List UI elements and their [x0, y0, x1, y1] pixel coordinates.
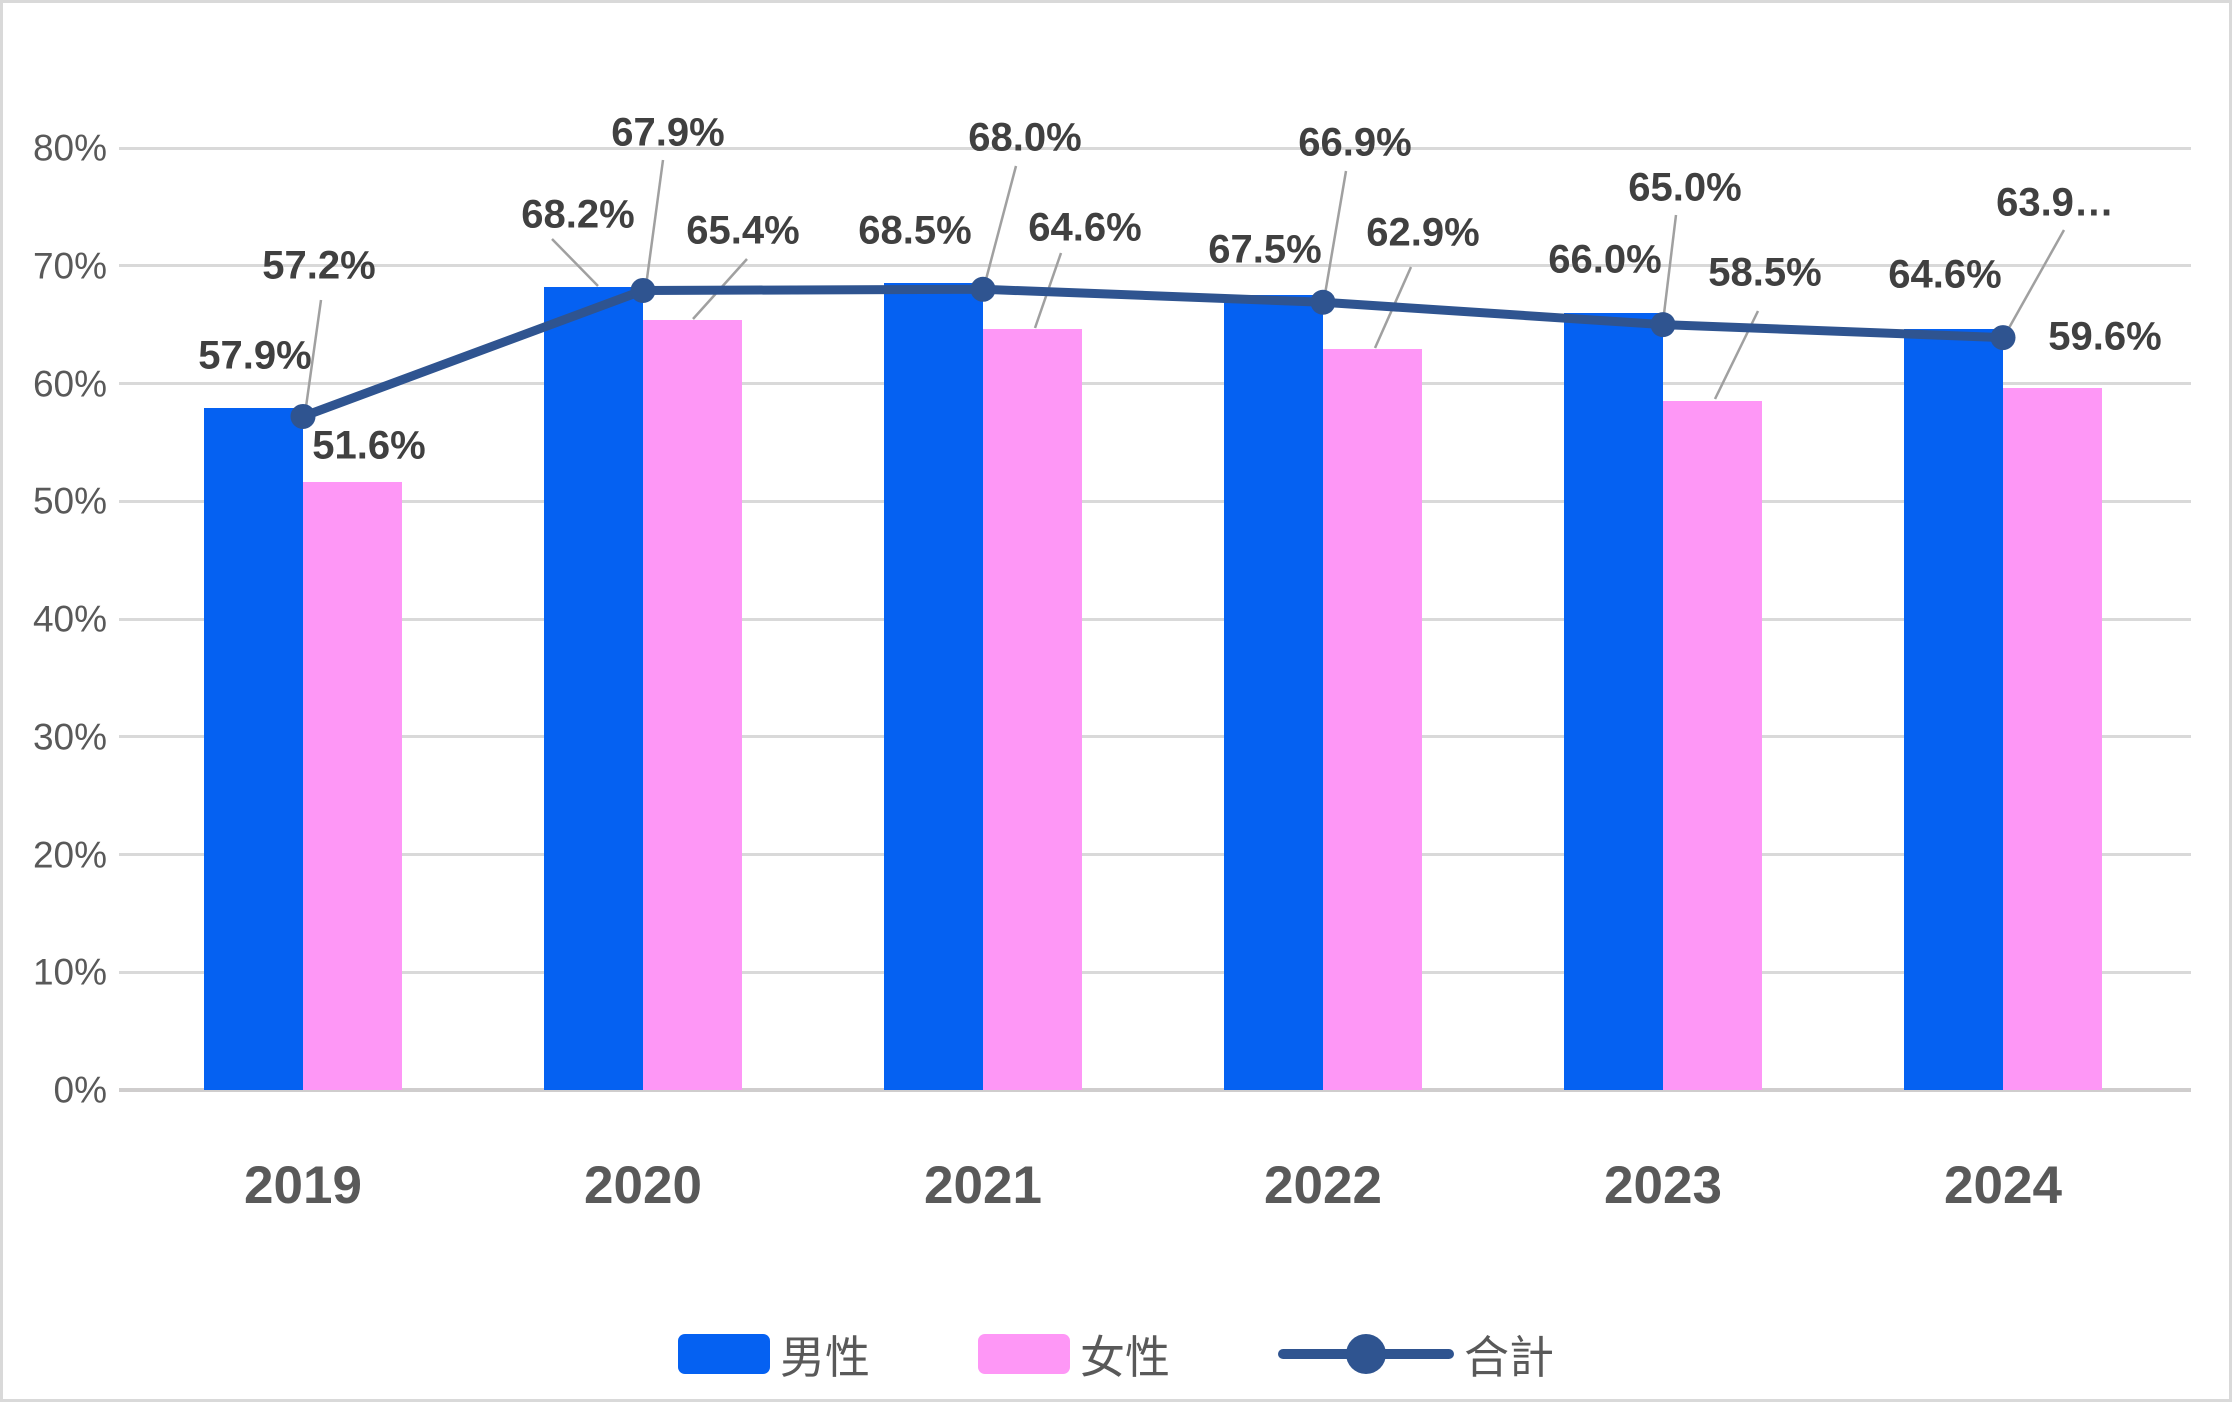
total-data-label: 68.0%	[968, 115, 1082, 160]
gridline	[119, 499, 2191, 503]
total-data-label: 63.9…	[1996, 180, 2114, 225]
female-series-swatch-icon	[977, 1333, 1070, 1374]
y-tick-label: 50%	[32, 480, 107, 522]
male-data-label: 68.2%	[521, 192, 635, 237]
male-bar[interactable]	[884, 283, 983, 1090]
female-data-label: 58.5%	[1708, 250, 1822, 295]
gridline	[119, 735, 2191, 739]
data-label-leader-line	[1713, 310, 1760, 400]
female-data-label: 65.4%	[686, 208, 800, 253]
female-data-label: 62.9%	[1366, 210, 1480, 255]
total-data-label: 65.0%	[1628, 165, 1742, 210]
x-axis-label: 2024	[1944, 1156, 2062, 1215]
total-series-line-icon	[1278, 1332, 1454, 1376]
y-tick-label: 40%	[32, 598, 107, 640]
female-bar[interactable]	[2003, 388, 2102, 1090]
gridline	[119, 146, 2191, 150]
male-data-label: 67.5%	[1208, 227, 1322, 272]
legend-label-male: 男性	[779, 1332, 870, 1383]
female-data-label: 59.6%	[2048, 314, 2162, 359]
gridline	[119, 382, 2191, 385]
male-bar[interactable]	[1904, 329, 2003, 1090]
legend-item-female[interactable]: 女性	[977, 1321, 1170, 1386]
data-label-leader-line	[551, 238, 599, 287]
male-bar[interactable]	[1224, 295, 1323, 1090]
gridline	[119, 970, 2191, 974]
male-data-label: 68.5%	[858, 208, 972, 253]
male-series-swatch-icon	[677, 1333, 770, 1374]
total-data-label: 57.2%	[262, 243, 376, 288]
female-bar[interactable]	[1663, 401, 1762, 1090]
male-bar[interactable]	[204, 408, 303, 1090]
female-bar[interactable]	[1323, 349, 1422, 1090]
x-axis-label: 2019	[244, 1156, 362, 1215]
male-data-label: 64.6%	[1888, 252, 2002, 297]
legend-label-total: 合計	[1464, 1332, 1555, 1383]
male-data-label: 57.9%	[198, 333, 312, 378]
data-label-leader-line	[692, 258, 748, 320]
data-label-leader-line	[1373, 266, 1413, 349]
gridline	[119, 617, 2191, 621]
y-tick-label: 80%	[32, 127, 107, 169]
total-data-label: 67.9%	[611, 110, 725, 155]
total-data-label: 66.9%	[1298, 120, 1412, 165]
female-data-label: 64.6%	[1028, 205, 1142, 250]
y-tick-label: 10%	[32, 951, 107, 993]
data-label-leader-line	[982, 165, 1018, 288]
female-bar[interactable]	[643, 319, 742, 1090]
male-bar[interactable]	[544, 286, 643, 1090]
data-label-leader-line	[1322, 170, 1348, 301]
legend-item-male[interactable]: 男性	[677, 1321, 870, 1386]
x-axis-label: 2021	[924, 1156, 1042, 1215]
x-axis-label: 2020	[584, 1156, 702, 1215]
legend-item-total[interactable]: 合計	[1278, 1321, 1554, 1386]
y-tick-label: 30%	[32, 716, 107, 758]
y-tick-label: 60%	[32, 363, 107, 404]
x-axis-line	[119, 1088, 2191, 1092]
legend-label-female: 女性	[1079, 1332, 1170, 1383]
female-bar[interactable]	[983, 329, 1082, 1090]
gridline	[119, 264, 2191, 268]
y-tick-label: 70%	[32, 245, 107, 287]
x-axis-label: 2023	[1604, 1156, 1722, 1215]
gridline	[119, 853, 2191, 856]
legend: 男性 女性 合計	[3, 1321, 2229, 1386]
female-bar[interactable]	[303, 482, 402, 1090]
male-bar[interactable]	[1564, 312, 1663, 1090]
y-tick-label: 0%	[53, 1069, 107, 1111]
male-data-label: 66.0%	[1548, 237, 1662, 282]
female-data-label: 51.6%	[312, 423, 426, 468]
x-axis-label: 2022	[1264, 1156, 1382, 1215]
y-tick-label: 20%	[32, 834, 107, 875]
data-label-leader-line	[1661, 214, 1678, 323]
